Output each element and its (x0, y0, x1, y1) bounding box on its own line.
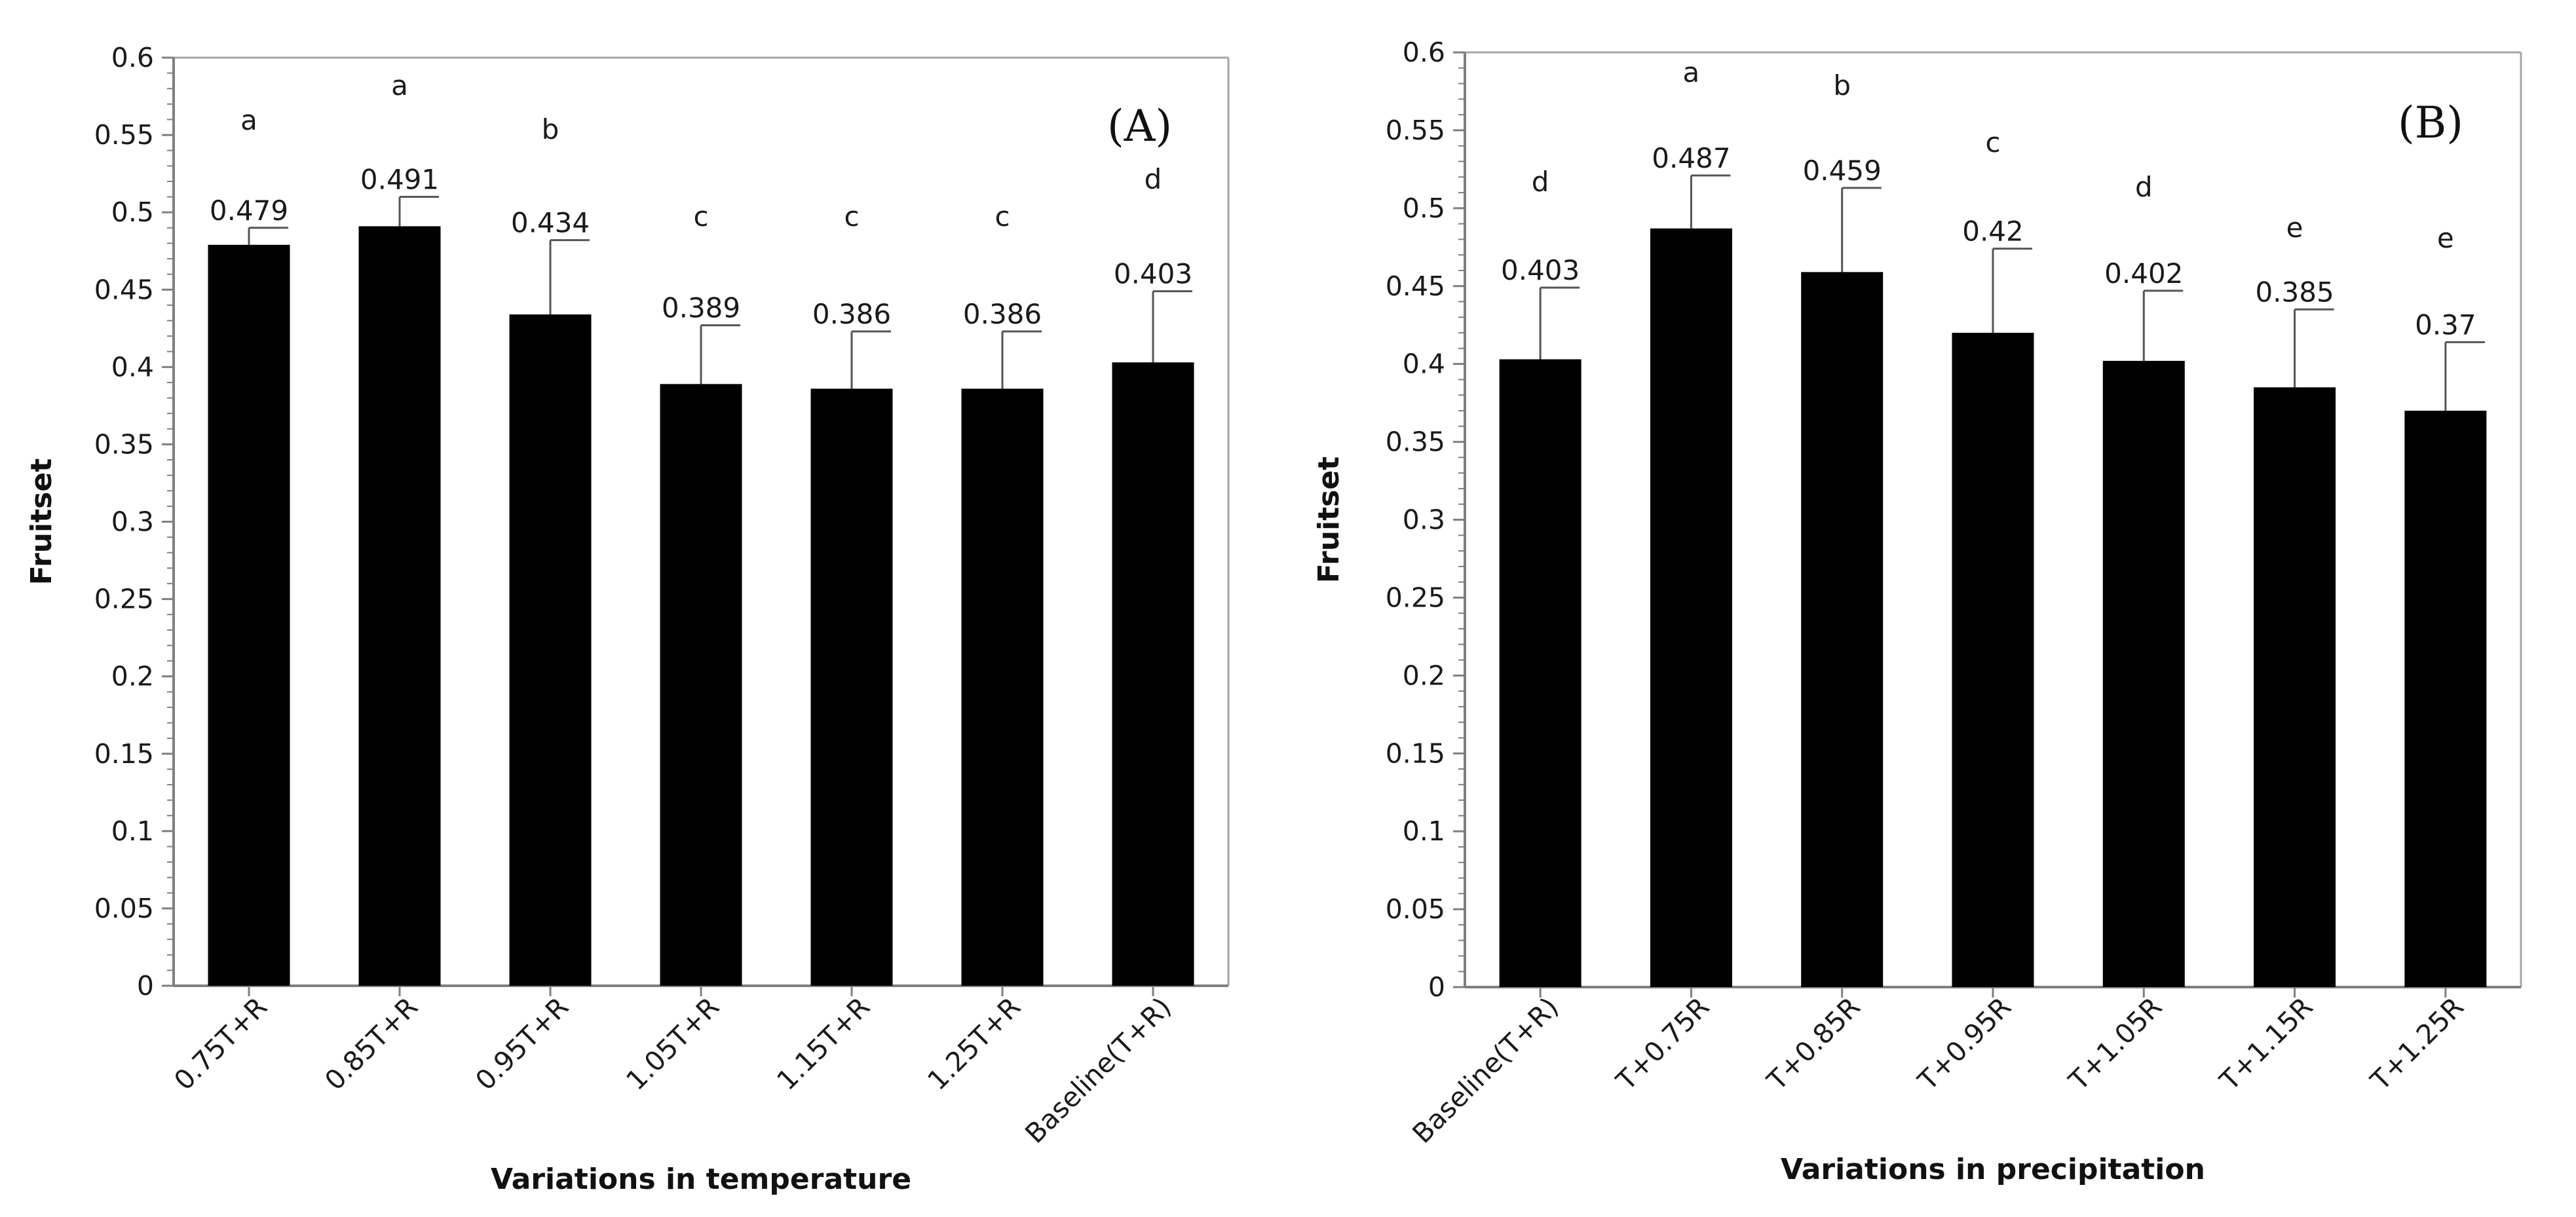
x-tick-label: T+0.85R (1760, 991, 1866, 1096)
data-label: 0.386 (812, 298, 891, 330)
significance-letter: b (542, 113, 559, 145)
bar (208, 244, 290, 986)
y-tick-label: 0.05 (1386, 893, 1445, 925)
significance-letter: e (2286, 212, 2303, 244)
y-tick-label: 0.55 (1386, 115, 1445, 146)
significance-letter: a (1683, 56, 1700, 88)
x-tick-label: T+0.75R (1610, 991, 1715, 1096)
x-tick-label: 0.85T+R (318, 991, 424, 1096)
data-label: 0.403 (1501, 254, 1580, 286)
bar (2102, 360, 2185, 987)
y-tick-label: 0 (137, 970, 154, 1002)
bar (1952, 333, 2034, 988)
x-tick-label: Baseline(T+R) (1407, 991, 1565, 1150)
y-tick-label: 0.3 (1403, 504, 1445, 536)
x-tick-label: 1.05T+R (620, 991, 725, 1096)
y-tick-label: 0.45 (94, 274, 154, 305)
y-tick-label: 0.25 (1386, 582, 1445, 613)
y-tick-label: 0.15 (1386, 738, 1445, 769)
y-tick-label: 0.2 (1403, 660, 1445, 691)
data-label: 0.37 (2415, 309, 2476, 341)
data-label: 0.459 (1803, 155, 1882, 187)
x-axis-title: Variations in temperature (491, 1163, 911, 1196)
bar (1112, 362, 1194, 986)
x-tick-label: 0.95T+R (469, 991, 575, 1096)
significance-letter: d (1145, 163, 1162, 195)
y-tick-label: 0.35 (1386, 426, 1445, 458)
x-tick-label: Baseline(T+R) (1019, 991, 1177, 1150)
y-tick-label: 0.5 (1403, 193, 1445, 224)
bar (1650, 228, 1732, 987)
chart-panel-b: 0 0.05 0.1 0.15 0.2 0.25 0.3 0.35 0.4 0.45 0.5 0.55… (1312, 37, 2522, 1186)
x-tick-label: T+0.95R (1912, 991, 2017, 1096)
y-tick-label: 0.35 (94, 428, 154, 460)
x-tick-label: 0.75T+R (168, 991, 273, 1096)
significance-letter: e (2437, 222, 2454, 254)
y-tick-label: 0.2 (111, 661, 154, 692)
bar (358, 226, 441, 986)
bar (1499, 359, 1582, 987)
y-tick-label: 0.55 (94, 119, 154, 151)
bar (2254, 387, 2336, 987)
significance-letter: d (2135, 171, 2153, 203)
x-tick-label: T+1.15R (2213, 991, 2319, 1096)
y-tick-label: 0.15 (94, 738, 154, 770)
y-tick-label: 0.6 (1403, 37, 1445, 68)
y-tick-label: 0.5 (111, 197, 154, 228)
significance-letter: c (1985, 126, 2000, 159)
bar (961, 388, 1044, 986)
y-tick-label: 0.25 (94, 584, 154, 615)
y-tick-label: 0.4 (1403, 348, 1445, 380)
y-tick-label: 0 (1428, 971, 1445, 1003)
data-label: 0.434 (511, 207, 590, 239)
data-label: 0.386 (963, 298, 1042, 330)
x-axis-title: Variations in precipitation (1781, 1153, 2205, 1186)
bar (2404, 411, 2487, 987)
bar (810, 388, 893, 986)
y-tick-label: 0.1 (111, 815, 154, 847)
y-tick-label: 0.3 (111, 506, 154, 538)
significance-letter: c (844, 200, 859, 233)
x-tick-label: T+1.05R (2062, 991, 2168, 1096)
y-tick-label: 0.45 (1386, 271, 1445, 302)
y-tick-label: 0.1 (1403, 815, 1445, 847)
significance-letter: a (240, 104, 257, 136)
bar (1801, 272, 1884, 988)
data-label: 0.402 (2104, 257, 2183, 290)
significance-letter: d (1532, 166, 1549, 198)
data-label: 0.389 (662, 292, 740, 324)
y-tick-label: 0.4 (111, 351, 154, 383)
y-tick-label: 0.6 (111, 42, 154, 73)
panel-label: (B) (2398, 98, 2463, 148)
significance-letter: b (1833, 69, 1851, 102)
bar (509, 314, 592, 986)
bar (660, 384, 742, 986)
x-tick-label: T+1.25R (2364, 991, 2470, 1096)
data-label: 0.385 (2255, 276, 2334, 308)
x-tick-label: 1.15T+R (770, 991, 876, 1096)
data-label: 0.42 (1962, 215, 2024, 248)
significance-letter: c (994, 200, 1010, 233)
data-label: 0.479 (210, 195, 288, 227)
panel-label: (A) (1107, 101, 1172, 151)
y-axis-title: Fruitset (1312, 457, 1346, 583)
x-tick-label: 1.25T+R (921, 991, 1027, 1096)
data-label: 0.491 (360, 164, 439, 196)
chart-panel-a: 0 0.05 0.1 0.15 0.2 0.25 0.3 0.35 0.4 0.45 0.5 0.55… (25, 42, 1230, 1196)
y-tick-label: 0.05 (94, 893, 154, 924)
significance-letter: a (391, 69, 408, 102)
data-label: 0.487 (1652, 142, 1730, 174)
data-label: 0.403 (1114, 258, 1192, 290)
significance-letter: c (693, 200, 708, 233)
y-axis-title: Fruitset (25, 459, 58, 585)
